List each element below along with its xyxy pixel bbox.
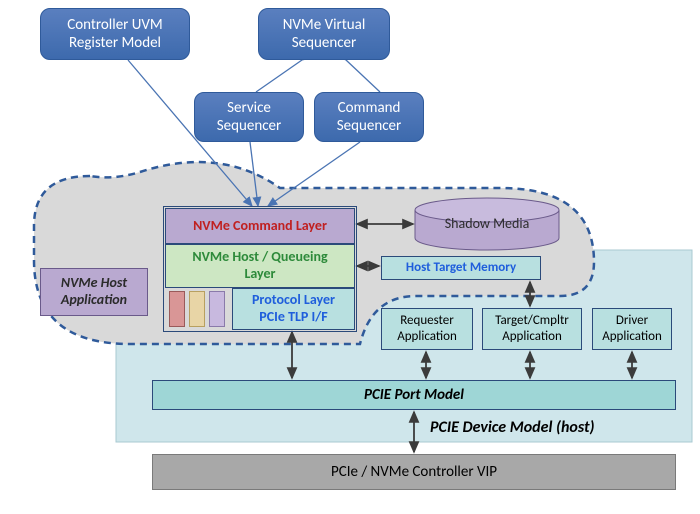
controller-vip-node: PCIe / NVMe Controller VIP xyxy=(152,454,676,490)
stack-stub-tan xyxy=(189,291,205,327)
arrow-vseq-svc xyxy=(256,60,302,92)
cmd-layer-label: NVMe Command Layer xyxy=(193,218,327,235)
host-mem-label: Host Target Memory xyxy=(406,260,516,276)
target-app-node: Target/CmpltrApplication xyxy=(482,308,582,350)
shadow-media-label-wrap: Shadow Media xyxy=(420,214,554,234)
stack-stub-red xyxy=(169,291,185,327)
pcie-device-label-wrap: PCIE Device Model (host) xyxy=(430,416,670,440)
proto-layer-node: Protocol LayerPCIe TLP I/F xyxy=(232,288,355,330)
cmd-layer-node: NVMe Command Layer xyxy=(165,208,355,244)
driver-app-label: DriverApplication xyxy=(602,313,662,344)
pcie-device-label: PCIE Device Model (host) xyxy=(430,418,594,437)
command-seq-label: CommandSequencer xyxy=(337,99,402,135)
pcie-port-node: PCIE Port Model xyxy=(152,380,676,410)
driver-app-node: DriverApplication xyxy=(592,308,672,350)
host-app-label: NVMe HostApplication xyxy=(61,275,127,309)
host-app-node: NVMe HostApplication xyxy=(40,268,148,316)
command-seq-node: CommandSequencer xyxy=(314,92,424,142)
controller-vip-label: PCIe / NVMe Controller VIP xyxy=(331,463,497,481)
target-app-label: Target/CmpltrApplication xyxy=(495,313,569,344)
requester-app-label: RequesterApplication xyxy=(397,313,457,344)
arrow-svc-cmd xyxy=(250,142,258,206)
nvme-vseq-label: NVMe VirtualSequencer xyxy=(283,16,366,52)
service-seq-node: ServiceSequencer xyxy=(194,92,304,142)
pcie-port-label: PCIE Port Model xyxy=(364,386,464,404)
controller-uvm-node: Controller UVMRegister Model xyxy=(40,8,190,60)
stack-stub-purple xyxy=(209,291,225,327)
host-mem-node: Host Target Memory xyxy=(381,256,541,280)
shadow-media-label: Shadow Media xyxy=(445,216,530,233)
requester-app-node: RequesterApplication xyxy=(381,308,473,350)
nvme-vseq-node: NVMe VirtualSequencer xyxy=(258,8,390,60)
arrow-vseq-cmd xyxy=(346,60,380,92)
arrow-cmdseq-cmd xyxy=(268,142,360,206)
controller-uvm-label: Controller UVMRegister Model xyxy=(67,16,163,52)
queue-layer-label: NVMe Host / QueueingLayer xyxy=(192,249,327,283)
service-seq-label: ServiceSequencer xyxy=(217,99,282,135)
queue-layer-node: NVMe Host / QueueingLayer xyxy=(165,244,355,288)
proto-layer-label: Protocol LayerPCIe TLP I/F xyxy=(252,292,335,326)
